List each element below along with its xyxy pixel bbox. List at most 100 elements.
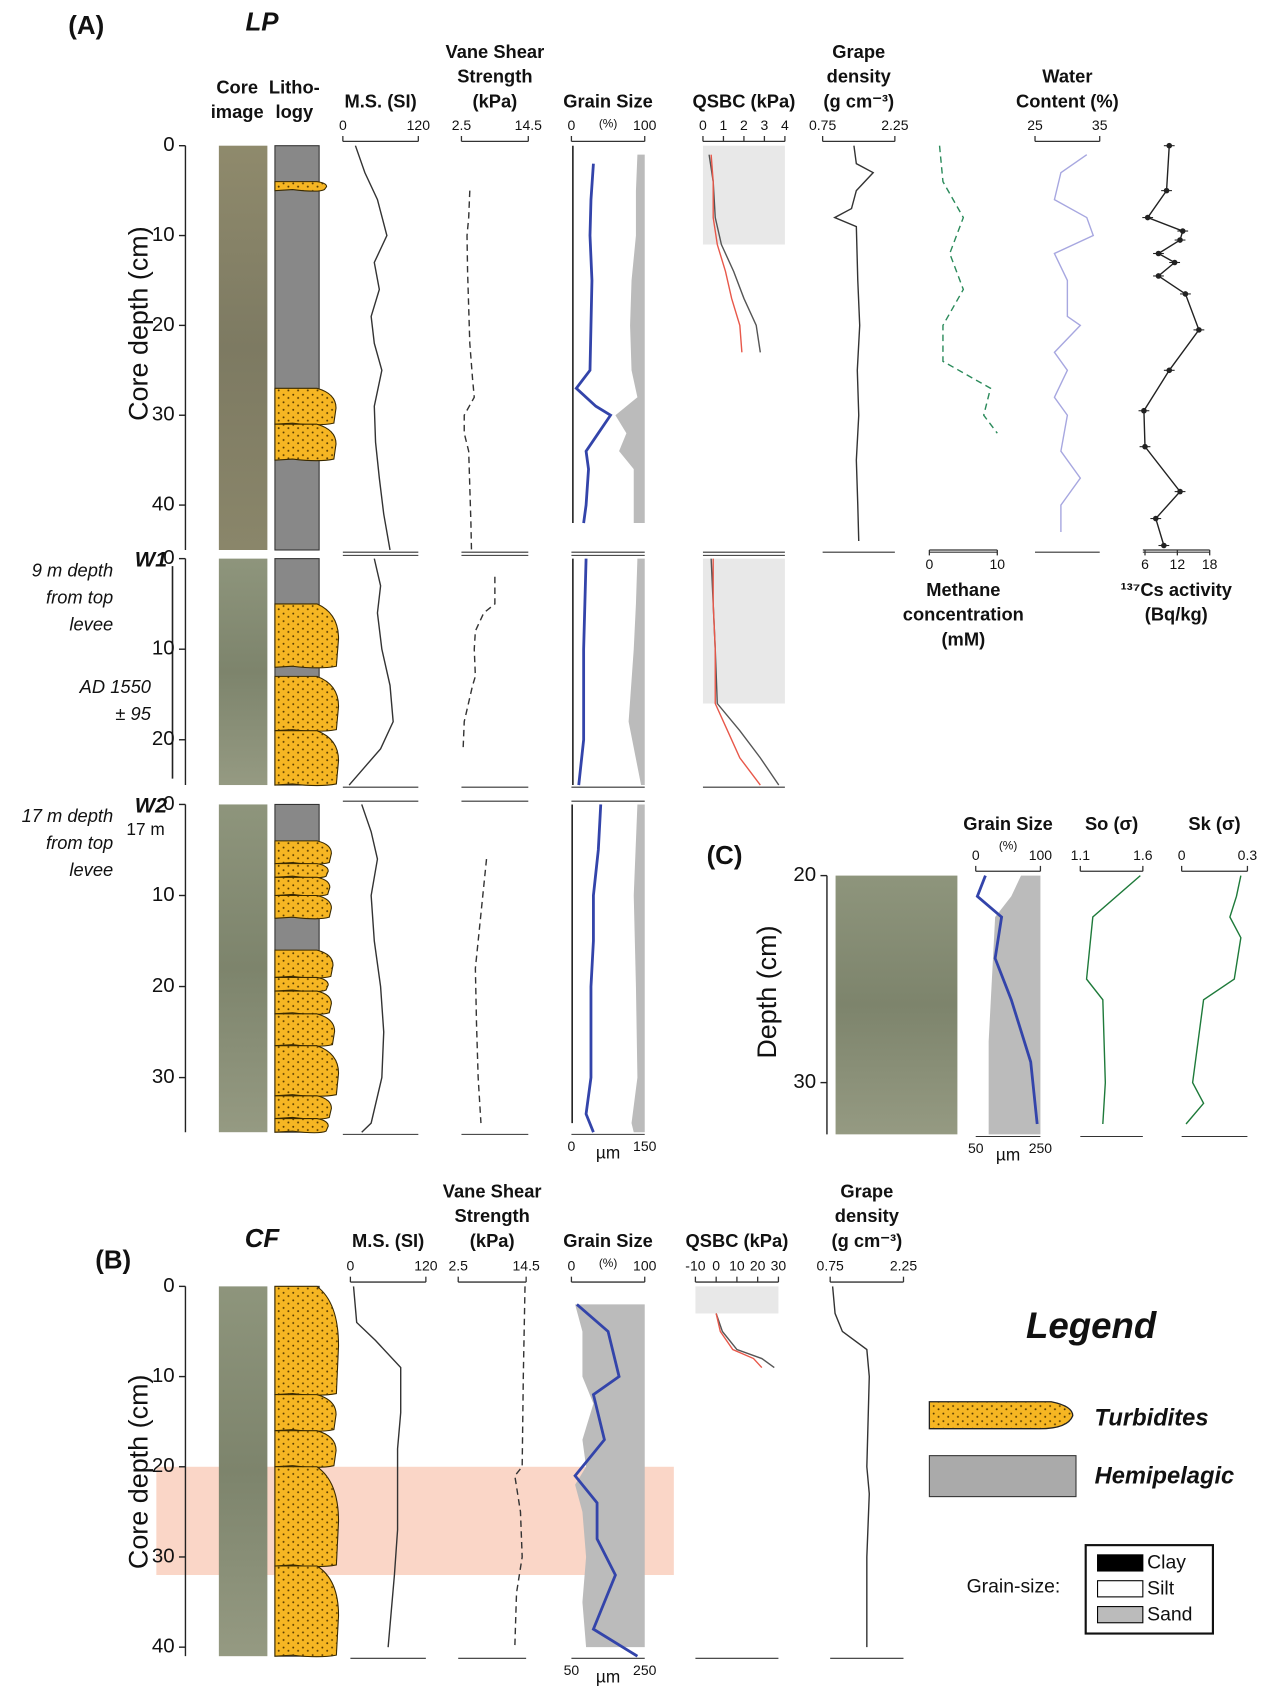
profile-line [712,558,761,786]
age-note: ± 95 [115,703,151,724]
track-title: Vane Shear [443,1180,542,1201]
track-tick-label: 14.5 [513,1258,540,1274]
legend-label: Grain-size: [967,1575,1061,1597]
profile-line [1053,154,1095,533]
data-point [1171,259,1178,266]
track-title: (Bq/kg) [1145,604,1208,625]
track-title: (mM) [941,628,985,649]
data-point [1155,250,1162,257]
profile-line [354,145,391,551]
section-note: levee [69,613,113,634]
core-name: LP [245,9,279,37]
unit-label: (%) [599,1256,617,1270]
turbidite [274,949,334,979]
track-tick-label: 100 [633,117,657,133]
track-title: concentration [903,604,1024,625]
track-tick-label: 25 [1027,117,1043,133]
profile-line [352,1286,402,1648]
turbidite [274,1118,329,1134]
track-tick-label: 2.25 [890,1258,917,1274]
hemipelagic-swatch [928,1455,1077,1498]
data-point [1177,488,1183,495]
depth-tick-label: 10 [152,883,175,906]
profile-line [831,1286,870,1648]
section-note: from top [46,586,113,607]
profile-line [584,804,603,1133]
track-tick-label: 0 [1178,847,1186,863]
track-tick-label: 120 [407,117,431,133]
depth-tick-label: 0 [163,1274,174,1297]
profile-line [715,1313,763,1369]
data-point [1155,273,1162,279]
data-point [1161,542,1167,549]
turbidite [274,863,329,879]
x2-axis-label: µm [996,1144,1020,1164]
track-tick-label: 0 [712,1258,720,1274]
track-tick-label: 100 [1029,847,1053,863]
section-sub: 17 m [126,819,164,839]
legend-label: Silt [1147,1577,1175,1599]
depth-tick-label: 20 [152,313,175,336]
section-note: 17 m depth [22,805,114,826]
turbidite [274,1095,332,1120]
shade-zone [702,145,785,245]
profile-line [1185,875,1242,1125]
track-title: (g cm⁻³) [831,1230,902,1251]
profile-line [1085,875,1141,1125]
track-title: density [827,66,892,87]
turbidite [274,876,331,897]
core-image [218,1286,268,1657]
section-note: levee [69,859,113,880]
profile-line [573,1303,639,1658]
profile-line [361,804,385,1133]
turbidite [274,1565,340,1658]
legend-label: Clay [1147,1552,1186,1574]
data-point [1152,515,1159,522]
column-header: logy [276,101,314,122]
track-title: (g cm⁻³) [823,90,894,111]
track-title: Sk (σ) [1188,813,1240,834]
core-image [218,804,268,1133]
turbidite [274,840,332,865]
track-tick-label: 0 [972,847,980,863]
section-note: from top [46,832,113,853]
depth-axis-title: Core depth (cm) [123,1375,153,1570]
clay-swatch [1097,1554,1144,1572]
profile-line [715,1313,775,1369]
x2-axis-label: µm [596,1142,620,1162]
track-tick-label: 2.25 [881,117,908,133]
column-header: image [211,101,264,122]
profile-line [938,145,998,434]
silt-swatch [1097,1580,1144,1598]
column-header: Core [216,76,258,97]
track-title: QSBC (kPa) [693,90,796,111]
track-tick-label: 1.6 [1133,847,1153,863]
column-header: Litho- [269,76,320,97]
track-tick-label: 2 [740,117,748,133]
legend-label: Sand [1147,1603,1192,1625]
track-tick-label: 1.1 [1071,847,1091,863]
profile-line [574,163,613,524]
data-point [1196,327,1202,333]
depth-tick-label: 0 [163,133,174,156]
sand-area [615,154,645,524]
track-title: ¹³⁷Cs activity [1121,579,1233,600]
track-title: Grape [832,41,885,62]
profile-line [710,154,743,353]
turbidite [274,1430,337,1468]
depth-tick-label: 30 [793,1070,816,1093]
turbidite [274,894,332,920]
track-title: M.S. (SI) [344,90,416,111]
x2-tick-label: 50 [564,1662,580,1678]
depth-tick-label: 0 [163,792,174,815]
track-tick-label: 2.5 [448,1258,468,1274]
core-image [218,558,268,786]
track-tick-label: 14.5 [515,117,542,133]
track-title: So (σ) [1085,813,1138,834]
profile-line [975,875,1039,1125]
turbidite [274,1045,340,1097]
unit-label: (%) [599,116,617,130]
profile-line [1143,145,1200,546]
depth-tick-label: 30 [152,1065,175,1088]
x2-tick-label: 50 [968,1140,984,1156]
